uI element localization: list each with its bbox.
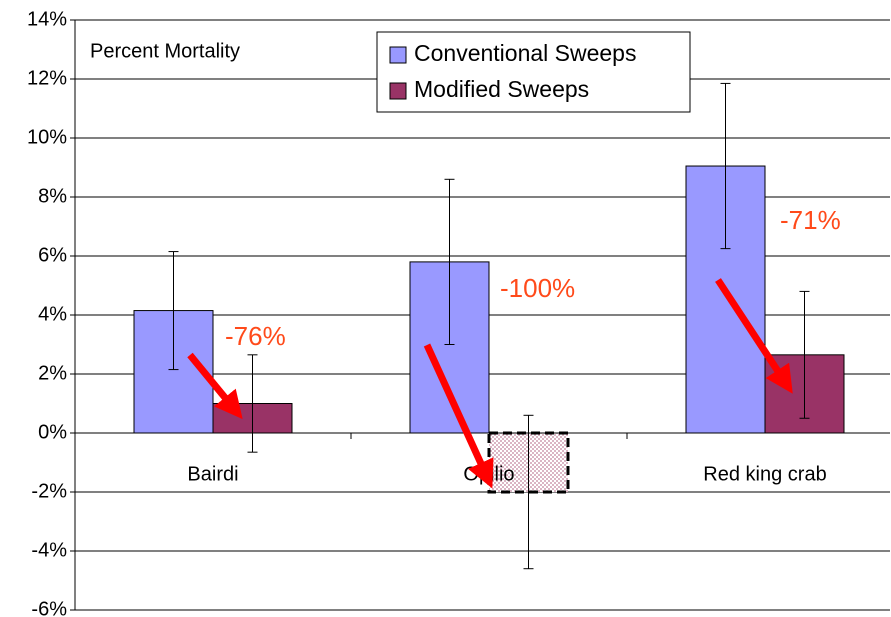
y-tick-label: -2% [31, 480, 67, 502]
legend-swatch [389, 46, 407, 64]
y-tick-label: -4% [31, 539, 67, 561]
y-tick-label: 0% [38, 421, 67, 443]
legend-swatch [389, 82, 407, 100]
y-tick-label: -6% [31, 598, 67, 617]
arrow [423, 343, 494, 489]
y-tick-label: 2% [38, 362, 67, 384]
legend-label: Modified Sweeps [414, 76, 589, 102]
y-tick-label: 6% [38, 244, 67, 266]
legend-box [376, 31, 691, 113]
y-tick-label: 14% [27, 8, 67, 30]
arrow [187, 352, 243, 420]
y-tick-label: 12% [27, 67, 67, 89]
y-tick-label: 8% [38, 185, 67, 207]
x-tick-label: Red king crab [703, 463, 826, 485]
annotation: -71% [780, 205, 841, 235]
y-tick-label: 10% [27, 126, 67, 148]
annotation: -100% [500, 273, 575, 303]
legend-label: Conventional Sweeps [414, 40, 636, 66]
arrows [187, 278, 793, 489]
x-tick-label: Bairdi [187, 463, 238, 485]
arrow [715, 278, 793, 394]
chart-title: Percent Mortality [90, 40, 240, 62]
y-tick-label: 4% [38, 303, 67, 325]
annotation: -76% [225, 321, 286, 351]
